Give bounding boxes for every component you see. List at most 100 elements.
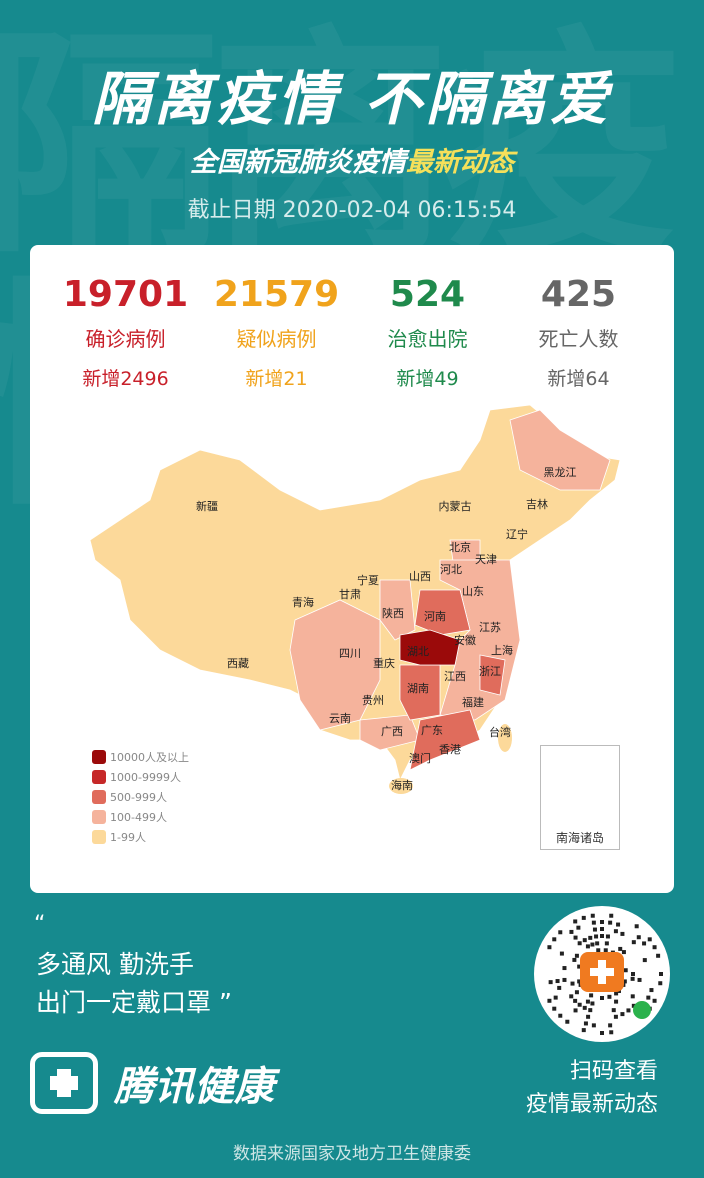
qr-dot bbox=[652, 998, 657, 1003]
qr-dot bbox=[548, 980, 553, 985]
stat-value: 524 bbox=[389, 274, 466, 315]
legend-label: 1-99人 bbox=[110, 831, 146, 844]
province-label: 北京 bbox=[449, 540, 471, 554]
qr-dot bbox=[616, 922, 621, 927]
scan-hint: 扫码查看 疫情最新动态 bbox=[525, 1059, 658, 1117]
stat-label: 确诊病例 bbox=[85, 327, 166, 351]
qr-dot bbox=[631, 940, 636, 945]
qr-dot bbox=[547, 998, 552, 1003]
data-source: 数据来源国家及地方卫生健康委 bbox=[233, 1144, 471, 1164]
qr-code[interactable] bbox=[534, 906, 670, 1042]
qr-dot bbox=[642, 958, 647, 963]
subtitle: 全国新冠肺炎疫情最新动态 bbox=[190, 147, 514, 178]
qr-dot bbox=[588, 1008, 593, 1013]
legend-item: 100-499人 bbox=[92, 807, 189, 827]
province-label: 湖南 bbox=[407, 682, 429, 695]
qr-dot bbox=[658, 981, 663, 986]
qr-dot bbox=[572, 957, 577, 962]
update-date: 截止日期 2020-02-04 06:15:54 bbox=[187, 198, 517, 223]
qr-dot bbox=[583, 1021, 588, 1026]
province-label: 重庆 bbox=[373, 656, 395, 670]
legend-swatch bbox=[92, 750, 106, 764]
stat-label: 治愈出院 bbox=[387, 327, 468, 351]
province-label: 澳门 bbox=[409, 751, 431, 765]
qr-dot bbox=[590, 942, 595, 947]
region-heilongjiang bbox=[509, 409, 611, 491]
qr-dot bbox=[600, 920, 604, 924]
qr-dot bbox=[613, 1014, 618, 1019]
legend-swatch bbox=[92, 810, 106, 824]
qr-dot bbox=[577, 1002, 582, 1007]
qr-dot bbox=[582, 1005, 587, 1010]
south-china-sea-inset: 南海诸岛 bbox=[540, 745, 620, 850]
legend-label: 500-999人 bbox=[110, 791, 167, 804]
qr-dot bbox=[552, 1006, 557, 1011]
qr-dot bbox=[636, 935, 641, 940]
qr-dot bbox=[611, 1008, 616, 1013]
province-label: 辽宁 bbox=[506, 527, 528, 541]
qr-dot bbox=[559, 951, 564, 956]
qr-dot bbox=[594, 934, 599, 939]
qr-dot bbox=[596, 948, 601, 953]
qr-dot bbox=[614, 991, 619, 996]
qr-dot bbox=[622, 979, 627, 984]
legend-item: 10000人及以上 bbox=[92, 747, 189, 767]
province-label: 贵州 bbox=[362, 694, 384, 707]
qr-dot bbox=[631, 972, 635, 976]
qr-dot bbox=[609, 1030, 614, 1035]
qr-dot bbox=[577, 979, 582, 984]
province-label: 香港 bbox=[439, 743, 461, 756]
qr-dot bbox=[592, 927, 597, 932]
qr-dot bbox=[595, 941, 600, 946]
slogan: 多通风 勤洗手 出门一定戴口罩 ” bbox=[36, 950, 232, 1017]
qr-dot bbox=[565, 1019, 570, 1024]
page-title: 隔离疫情 不隔离爱 bbox=[91, 65, 613, 133]
qr-dot bbox=[590, 1001, 595, 1006]
legend-swatch bbox=[92, 790, 106, 804]
qr-dot bbox=[574, 953, 579, 958]
qr-dot bbox=[573, 935, 578, 940]
region-henan bbox=[414, 589, 471, 636]
stat-1: 21579 疑似病例 新增21 bbox=[207, 273, 347, 391]
province-label: 山东 bbox=[462, 585, 484, 598]
health-cross-icon bbox=[30, 1052, 98, 1114]
province-label: 河南 bbox=[424, 610, 446, 623]
province-label: 上海 bbox=[491, 643, 513, 657]
province-label: 青海 bbox=[292, 595, 314, 609]
legend-swatch bbox=[92, 770, 106, 784]
qr-dot bbox=[588, 935, 593, 940]
open-quote: “ bbox=[34, 912, 46, 937]
qr-dot bbox=[582, 938, 587, 943]
stat-0: 19701 确诊病例 新增2496 bbox=[56, 273, 196, 391]
stat-delta: 新增64 bbox=[547, 368, 610, 390]
qr-dot bbox=[634, 924, 639, 929]
qr-dot bbox=[646, 995, 651, 1000]
stats-card: 19701 确诊病例 新增2496 21579 疑似病例 新增21 524 治愈出院 新增49 4… bbox=[30, 245, 674, 893]
qr-dot bbox=[608, 920, 613, 925]
qr-dot bbox=[552, 937, 557, 942]
qr-dot bbox=[558, 1013, 563, 1018]
qr-dot bbox=[605, 934, 610, 939]
qr-dot bbox=[659, 972, 663, 976]
qr-dot bbox=[642, 941, 647, 946]
qr-dot bbox=[590, 913, 595, 918]
map-legend: 10000人及以上 1000-9999人 500-999人 100-499人 1-99人 bbox=[92, 747, 189, 847]
stat-3: 425 死亡人数 新增64 bbox=[509, 273, 649, 391]
province-label: 河北 bbox=[440, 563, 462, 576]
province-label: 内蒙古 bbox=[439, 499, 472, 513]
qr-dot bbox=[591, 1023, 596, 1028]
province-label: 浙江 bbox=[479, 665, 501, 678]
qr-dot bbox=[614, 999, 619, 1004]
qr-dot bbox=[600, 1031, 604, 1035]
qr-dot bbox=[609, 913, 614, 918]
legend-label: 10000人及以上 bbox=[110, 751, 189, 764]
qr-dot bbox=[569, 929, 574, 934]
qr-dot bbox=[558, 930, 563, 935]
qr-dot bbox=[547, 945, 552, 950]
qr-dot bbox=[576, 925, 581, 930]
qr-dot bbox=[573, 1008, 578, 1013]
province-label: 宁夏 bbox=[357, 573, 379, 587]
qr-dot bbox=[652, 945, 657, 950]
province-label: 台湾 bbox=[489, 725, 511, 739]
